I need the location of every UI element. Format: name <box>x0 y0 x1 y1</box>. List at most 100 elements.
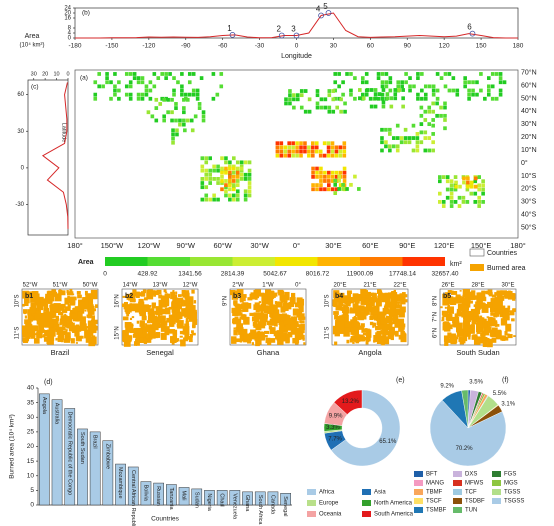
burn-patch <box>74 329 80 337</box>
burn-patch <box>37 296 44 307</box>
burn-patch <box>255 306 260 313</box>
burn-patch <box>267 305 274 314</box>
burn-cell <box>323 105 328 110</box>
burn-cell <box>333 88 338 93</box>
legend-label: MFWS <box>465 481 483 487</box>
burn-cell <box>396 80 401 85</box>
burn-cell <box>411 123 416 128</box>
burn-cell <box>228 183 232 188</box>
burn-cell <box>473 184 478 189</box>
burn-patch <box>379 317 387 328</box>
burn-cell <box>327 179 331 183</box>
y-tick-label: -30 <box>15 202 24 208</box>
category-label: Ghana <box>244 495 250 512</box>
burn-cell <box>287 141 291 146</box>
burn-patch <box>456 328 464 337</box>
burn-patch <box>160 325 167 332</box>
burn-cell <box>180 88 184 93</box>
burn-patch <box>395 294 402 302</box>
burn-patch <box>389 303 396 314</box>
burn-cell <box>180 72 184 76</box>
burn-patch <box>182 326 190 335</box>
burn-cell <box>451 88 456 93</box>
burn-cell <box>333 182 338 187</box>
burn-cell <box>376 96 381 101</box>
burn-cell <box>384 72 389 76</box>
burn-patch <box>511 318 515 322</box>
burn-patch <box>132 297 135 301</box>
burn-cell <box>247 168 252 173</box>
burn-cell <box>295 149 299 154</box>
burn-cell <box>105 80 109 85</box>
burn-cell <box>380 72 385 76</box>
burn-cell <box>239 168 244 173</box>
burn-patch <box>24 296 30 304</box>
burn-cell <box>349 88 353 93</box>
lat-label: 70°N <box>521 68 537 76</box>
burn-patch <box>464 325 470 332</box>
burn-patch <box>43 311 50 322</box>
burn-patch <box>300 320 305 324</box>
burn-patch <box>282 303 289 311</box>
burn-patch <box>187 296 194 305</box>
burn-cell <box>228 187 232 192</box>
burn-cell <box>330 153 335 158</box>
burn-patch <box>163 320 168 326</box>
y-tick-label: 60 <box>17 92 24 98</box>
burn-cell <box>401 88 405 92</box>
y-tick-label: 20 <box>27 443 35 450</box>
burn-patch <box>30 302 37 312</box>
burn-patch <box>94 304 98 308</box>
burn-patch <box>147 289 153 293</box>
burn-patch <box>481 323 488 328</box>
burn-patch <box>481 336 488 342</box>
burn-cell <box>158 102 163 106</box>
inset-x-label: 12°W <box>183 283 198 289</box>
burn-cell <box>342 179 347 183</box>
burn-cell <box>445 175 450 179</box>
burn-patch <box>300 316 304 320</box>
x-axis-label: Countries <box>151 516 180 523</box>
burn-cell <box>470 180 474 185</box>
burn-cell <box>419 122 424 127</box>
burn-patch <box>299 320 302 324</box>
burn-patch <box>481 303 489 313</box>
burn-cell <box>423 136 428 140</box>
burn-cell <box>443 101 447 106</box>
burn-patch <box>91 315 95 321</box>
burn-cell <box>201 118 206 123</box>
burn-cell <box>327 170 331 175</box>
burn-cell <box>353 76 357 81</box>
burn-patch <box>163 300 170 305</box>
slice <box>333 389 363 415</box>
colorbar-label: 32657.40 <box>431 271 458 278</box>
burn-patch <box>59 322 62 326</box>
burn-cell <box>334 145 339 150</box>
burn-patch <box>399 293 404 298</box>
burn-cell <box>178 118 182 123</box>
burn-patch <box>168 320 175 327</box>
burn-cell <box>319 179 323 183</box>
burn-patch <box>158 294 163 299</box>
burn-cell <box>212 177 216 181</box>
colorbar-segment <box>360 257 403 266</box>
panel-label: (b) <box>82 10 90 17</box>
burn-cell <box>220 179 224 183</box>
burn-patch <box>69 289 73 292</box>
burn-patch <box>84 290 88 296</box>
burn-cell <box>164 76 168 81</box>
burn-patch <box>344 321 352 328</box>
burn-patch <box>171 316 176 325</box>
burn-patch <box>270 338 276 343</box>
burn-cell <box>144 88 149 93</box>
burn-patch <box>364 298 370 305</box>
burn-patch <box>233 291 238 295</box>
burn-patch <box>243 319 248 324</box>
burn-cell <box>416 72 420 76</box>
burn-cell <box>330 141 335 146</box>
burn-cell <box>435 88 440 93</box>
bar <box>64 408 76 506</box>
burn-cell <box>373 104 378 109</box>
burn-patch <box>473 309 479 317</box>
legend-label: MGS <box>504 481 518 487</box>
